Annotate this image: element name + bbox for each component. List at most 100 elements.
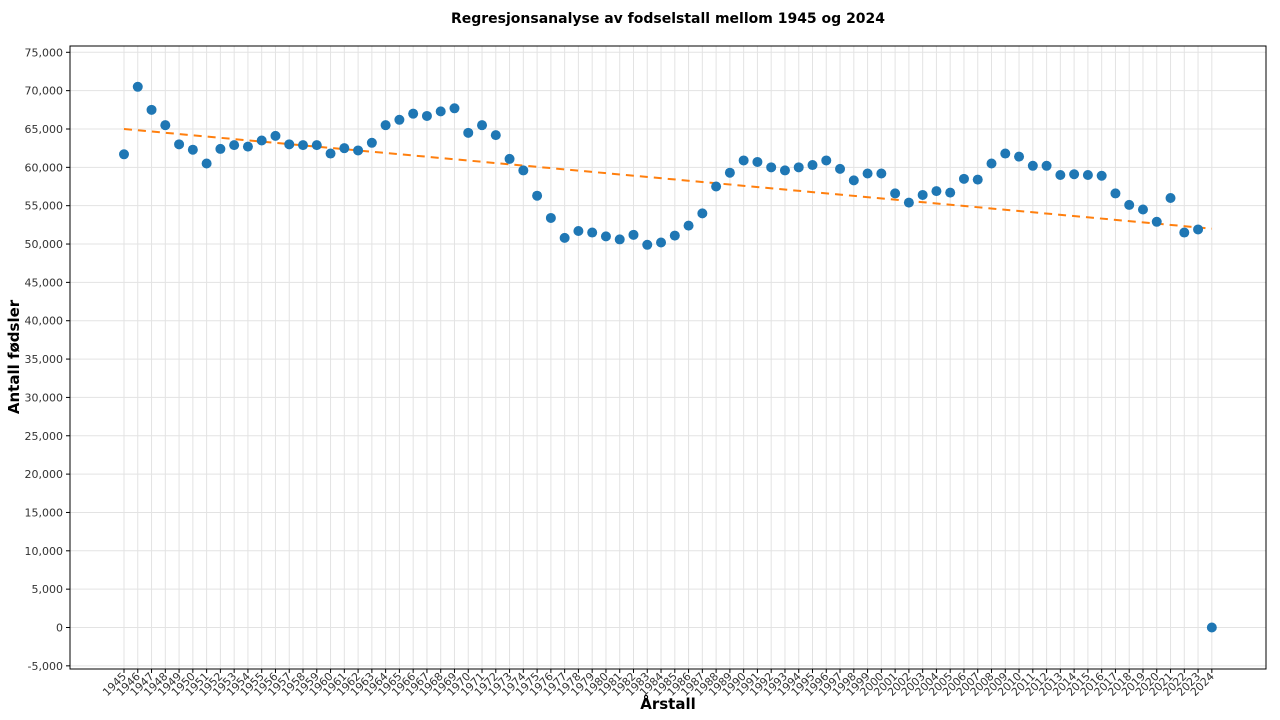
- data-point: [421, 110, 432, 121]
- data-point: [408, 108, 419, 119]
- y-tick-label: 5,000: [32, 583, 64, 596]
- y-tick-label: 40,000: [25, 315, 64, 328]
- data-point: [669, 230, 680, 241]
- data-point: [160, 120, 171, 131]
- data-point: [284, 139, 295, 150]
- data-point: [325, 148, 336, 159]
- data-point: [215, 143, 226, 154]
- y-tick-label: 55,000: [25, 200, 64, 213]
- data-point: [862, 168, 873, 179]
- data-point: [1137, 204, 1148, 215]
- data-point: [600, 231, 611, 242]
- data-point: [242, 141, 253, 152]
- data-point: [1069, 169, 1080, 180]
- y-tick-label: 75,000: [25, 46, 64, 59]
- data-point: [256, 135, 267, 146]
- data-point: [435, 106, 446, 117]
- data-point: [917, 189, 928, 200]
- data-point: [656, 237, 667, 248]
- data-point: [298, 140, 309, 151]
- data-point: [683, 220, 694, 231]
- data-point: [972, 174, 983, 185]
- y-tick-label: 45,000: [25, 276, 64, 289]
- data-point: [587, 227, 598, 238]
- grid: [70, 46, 1266, 669]
- data-point: [738, 155, 749, 166]
- y-tick-label: 60,000: [25, 161, 64, 174]
- data-point: [518, 165, 529, 176]
- data-point: [945, 187, 956, 198]
- data-point: [366, 137, 377, 148]
- data-point: [848, 175, 859, 186]
- data-point: [504, 153, 515, 164]
- y-tick-label: 65,000: [25, 123, 64, 136]
- data-point: [931, 186, 942, 197]
- data-point: [573, 225, 584, 236]
- data-point: [1014, 151, 1025, 162]
- data-point: [132, 81, 143, 92]
- data-point: [752, 156, 763, 167]
- data-point: [449, 103, 460, 114]
- data-point: [724, 167, 735, 178]
- y-tick-label: 0: [56, 622, 63, 635]
- data-point: [311, 140, 322, 151]
- data-point: [1082, 170, 1093, 181]
- data-point: [821, 155, 832, 166]
- data-point: [1124, 199, 1135, 210]
- data-point: [146, 104, 157, 115]
- data-point: [986, 158, 997, 169]
- data-point: [628, 229, 639, 240]
- y-axis-label: Antall fødsler: [5, 299, 23, 414]
- data-point: [958, 173, 969, 184]
- data-point: [490, 130, 501, 141]
- y-tick-label: 25,000: [25, 430, 64, 443]
- data-point: [1206, 622, 1217, 633]
- y-tick-label: 70,000: [25, 85, 64, 98]
- data-point: [1055, 170, 1066, 181]
- y-tick-label: 15,000: [25, 506, 64, 519]
- data-point: [380, 120, 391, 131]
- data-point: [807, 160, 818, 171]
- y-tick-label: 10,000: [25, 545, 64, 558]
- data-point: [779, 165, 790, 176]
- data-point: [890, 188, 901, 199]
- data-point: [339, 143, 350, 154]
- data-point: [1165, 193, 1176, 204]
- data-point: [1179, 227, 1190, 238]
- data-point: [463, 127, 474, 138]
- x-axis-label: Årstall: [640, 694, 696, 713]
- y-tick-label: -5,000: [28, 660, 63, 673]
- y-tick-label: 30,000: [25, 391, 64, 404]
- data-point: [477, 120, 488, 131]
- data-point: [642, 239, 653, 250]
- data-point: [876, 168, 887, 179]
- data-point: [201, 158, 212, 169]
- y-tick-label: 35,000: [25, 353, 64, 366]
- data-point: [545, 212, 556, 223]
- data-point: [270, 130, 281, 141]
- data-point: [353, 145, 364, 156]
- data-point: [614, 234, 625, 245]
- data-point: [1027, 160, 1038, 171]
- data-point: [174, 139, 185, 150]
- data-point: [1096, 170, 1107, 181]
- data-point: [1151, 216, 1162, 227]
- data-point: [187, 144, 198, 155]
- data-point: [711, 181, 722, 192]
- data-point: [766, 162, 777, 173]
- y-axis: -5,000 0 5,000 10,000 15,000 20,000 25,000 30,0…: [25, 46, 70, 673]
- y-tick-label: 50,000: [25, 238, 64, 251]
- data-point: [1000, 148, 1011, 159]
- data-point: [903, 197, 914, 208]
- chart-title: Regresjonsanalyse av fodselstall mellom …: [451, 11, 885, 27]
- data-point: [1041, 160, 1052, 171]
- data-point: [559, 232, 570, 243]
- data-point: [1193, 224, 1204, 235]
- y-tick-label: 20,000: [25, 468, 64, 481]
- data-point: [229, 140, 240, 151]
- data-point: [119, 149, 129, 160]
- plot-frame: [69, 45, 1267, 670]
- data-point: [532, 190, 543, 201]
- data-point: [793, 162, 804, 173]
